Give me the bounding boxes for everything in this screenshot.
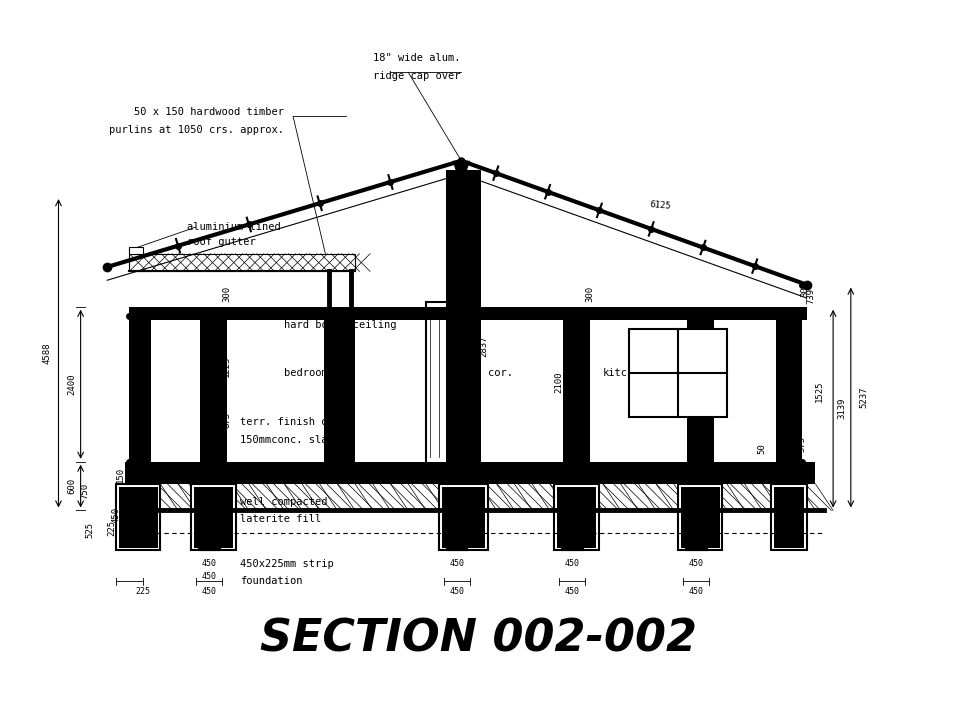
- Bar: [681, 486, 719, 547]
- Bar: [129, 254, 355, 272]
- Bar: [771, 484, 807, 550]
- Text: 525: 525: [85, 523, 94, 538]
- Bar: [198, 528, 219, 550]
- Text: 300: 300: [585, 286, 594, 301]
- Text: cor.: cor.: [488, 368, 513, 378]
- Bar: [129, 247, 143, 254]
- Text: 739: 739: [807, 288, 815, 304]
- Bar: [685, 528, 706, 550]
- Text: 3139: 3139: [837, 398, 847, 419]
- Text: 300: 300: [222, 286, 231, 301]
- Text: 2837: 2837: [479, 336, 488, 358]
- Text: SECTION 002-002: SECTION 002-002: [261, 617, 697, 661]
- Text: foundation: foundation: [240, 576, 303, 587]
- Text: well compacted: well compacted: [240, 496, 328, 506]
- Bar: [563, 316, 590, 461]
- Text: 225: 225: [135, 587, 150, 597]
- Text: 450: 450: [201, 572, 217, 582]
- Bar: [678, 484, 722, 550]
- Text: 1525: 1525: [815, 380, 824, 402]
- Bar: [125, 461, 815, 484]
- Bar: [200, 316, 227, 461]
- Text: 2100: 2100: [554, 371, 563, 392]
- Text: bedroom: bedroom: [285, 368, 328, 378]
- Text: 450: 450: [564, 559, 580, 568]
- Text: 4588: 4588: [42, 343, 52, 364]
- Bar: [774, 486, 804, 547]
- Bar: [446, 528, 468, 550]
- Bar: [192, 484, 236, 550]
- Text: 450: 450: [564, 587, 580, 597]
- Bar: [194, 486, 233, 547]
- Text: 18" wide alum.: 18" wide alum.: [374, 53, 461, 63]
- Text: 1225: 1225: [222, 356, 231, 378]
- Text: 225: 225: [107, 520, 116, 536]
- Text: 2400: 2400: [572, 373, 581, 395]
- Text: ridge cap over: ridge cap over: [374, 71, 461, 81]
- Bar: [555, 484, 599, 550]
- Bar: [129, 307, 807, 320]
- Text: laterite fill: laterite fill: [240, 514, 321, 524]
- Text: 450: 450: [121, 493, 129, 510]
- Text: 750: 750: [80, 483, 89, 498]
- Text: 2400: 2400: [67, 373, 77, 395]
- Bar: [442, 486, 485, 547]
- Bar: [687, 316, 714, 461]
- Bar: [129, 316, 151, 461]
- Text: 575: 575: [798, 436, 807, 452]
- Text: 50: 50: [758, 443, 766, 454]
- Text: 6125: 6125: [650, 200, 672, 210]
- Polygon shape: [452, 161, 470, 187]
- Text: 450: 450: [689, 559, 703, 568]
- Bar: [446, 170, 481, 461]
- Text: 450: 450: [111, 507, 121, 523]
- Bar: [439, 484, 488, 550]
- Bar: [629, 329, 727, 417]
- Text: 50 x 150 hardwood timber: 50 x 150 hardwood timber: [134, 107, 285, 117]
- Text: terr. finish on: terr. finish on: [240, 417, 333, 427]
- Text: 450: 450: [201, 559, 217, 568]
- Text: 150mmconc. slab: 150mmconc. slab: [240, 434, 333, 444]
- Text: 450x225mm strip: 450x225mm strip: [240, 559, 333, 569]
- Bar: [324, 316, 355, 461]
- Text: aluminium lined: aluminium lined: [187, 222, 281, 232]
- Text: roof gutter: roof gutter: [187, 237, 256, 247]
- Text: 50: 50: [472, 443, 482, 454]
- Text: 875: 875: [222, 412, 231, 428]
- Text: 450: 450: [449, 559, 465, 568]
- Text: 150: 150: [116, 467, 125, 483]
- Text: 450: 450: [449, 587, 465, 597]
- Text: purlins at 1050 crs. approx.: purlins at 1050 crs. approx.: [109, 124, 285, 135]
- Text: 600: 600: [67, 478, 77, 494]
- Text: 300: 300: [800, 281, 810, 297]
- Text: 450: 450: [201, 587, 217, 597]
- Text: 5237: 5237: [859, 387, 869, 408]
- Bar: [776, 316, 802, 461]
- Bar: [116, 484, 160, 550]
- Bar: [119, 486, 158, 547]
- Text: 450: 450: [689, 587, 703, 597]
- Bar: [561, 528, 582, 550]
- Text: hard board ceiling: hard board ceiling: [285, 319, 397, 329]
- Text: kitchen: kitchen: [603, 368, 647, 378]
- Bar: [557, 486, 596, 547]
